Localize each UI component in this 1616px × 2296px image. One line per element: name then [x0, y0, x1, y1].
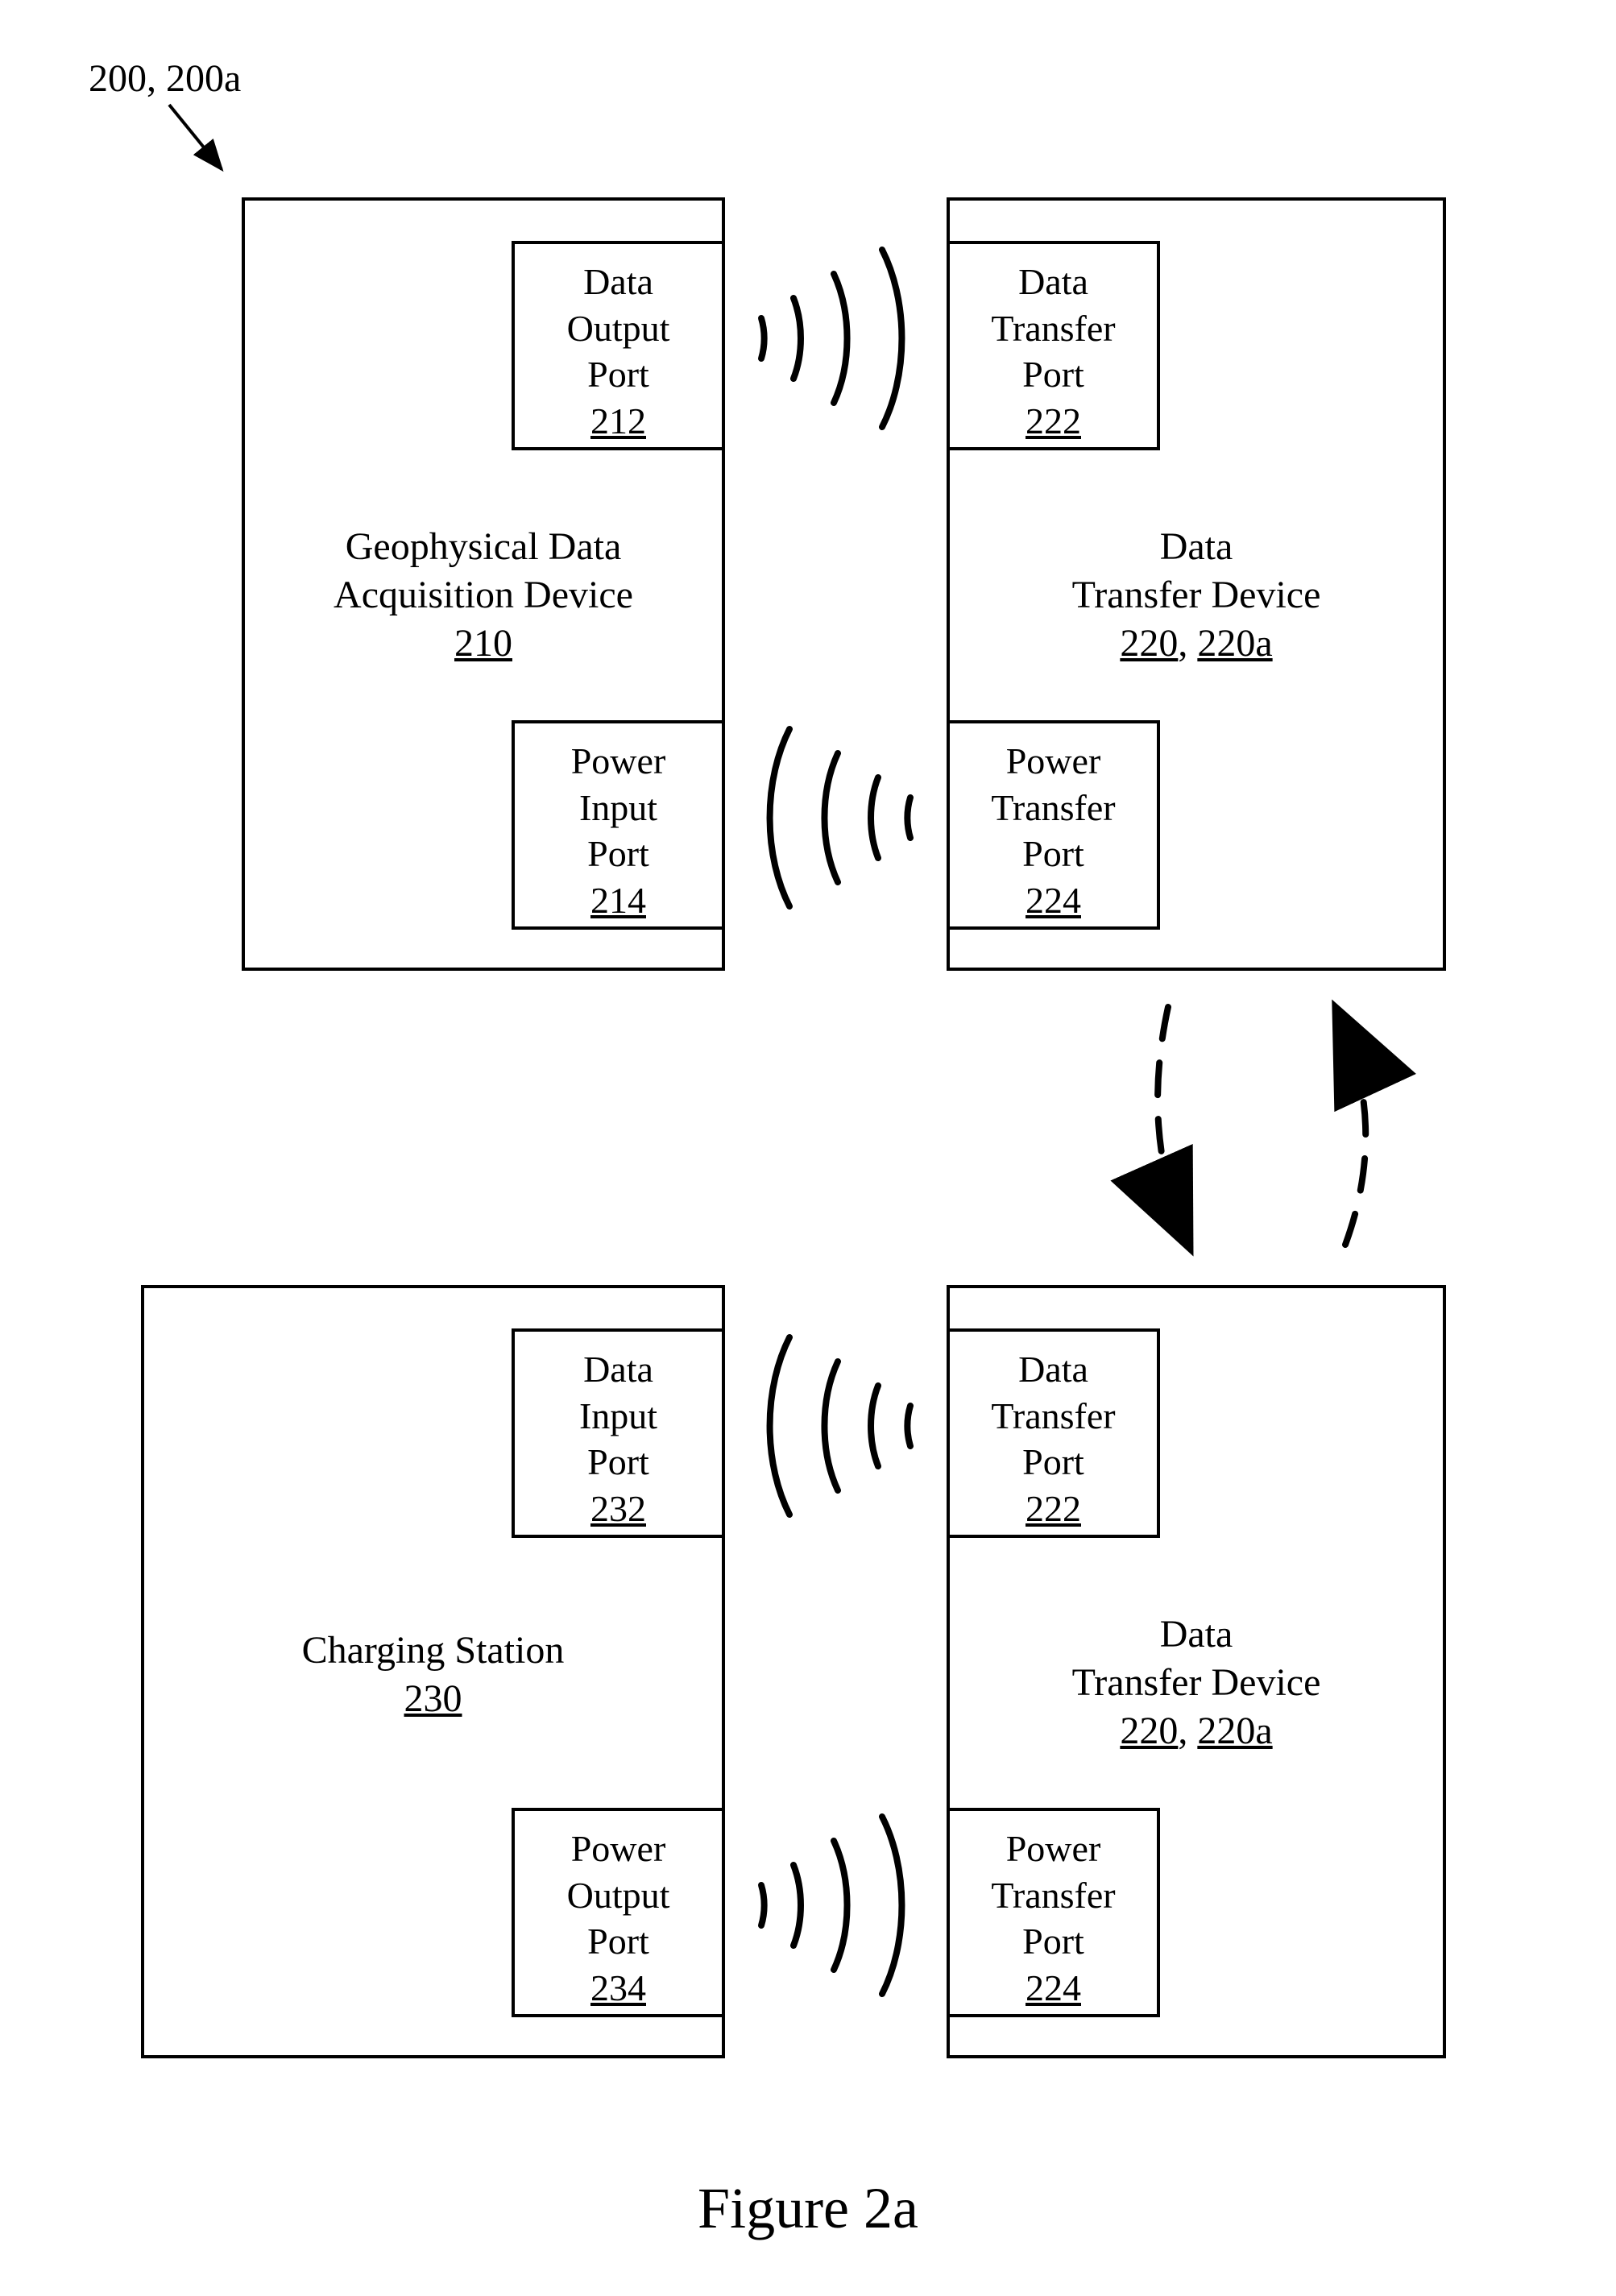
port-power-output-line1: Power — [571, 1828, 666, 1869]
port-power-transfer-top-line1: Power — [1006, 740, 1101, 781]
port-data-transfer-bottom: Data Transfer Port 222 — [947, 1328, 1160, 1538]
transfer-top-title-line1: Data — [1160, 525, 1233, 568]
figure-ref-text: 200, 200a — [89, 57, 241, 100]
port-data-output-line1: Data — [583, 261, 653, 302]
diagram-canvas: 200, 200a — [0, 0, 1616, 2296]
transfer-bottom-title-line1: Data — [1160, 1613, 1233, 1656]
port-power-transfer-bottom: Power Transfer Port 224 — [947, 1808, 1160, 2017]
transfer-top-title-line2: Transfer Device — [1072, 574, 1321, 616]
box-transfer-device-bottom: Data Transfer Device 220, 220a Data Tran… — [947, 1285, 1446, 2058]
port-data-output-line3: Port — [587, 354, 649, 395]
port-data-input-line3: Port — [587, 1441, 649, 1482]
port-data-input-line1: Data — [583, 1349, 653, 1390]
port-power-transfer-bottom-ref: 224 — [1026, 1967, 1081, 2008]
box-geo-device: Geophysical Data Acquisition Device 210 … — [242, 197, 725, 971]
port-data-transfer-bottom-line3: Port — [1022, 1441, 1084, 1482]
transfer-top-title: Data Transfer Device 220, 220a — [950, 523, 1443, 668]
port-power-output-ref: 234 — [590, 1967, 646, 2008]
port-data-transfer-top-line3: Port — [1022, 354, 1084, 395]
port-power-input-line2: Input — [579, 787, 657, 828]
port-power-transfer-bottom-line2: Transfer — [991, 1875, 1115, 1916]
transfer-bottom-title-line2: Transfer Device — [1072, 1661, 1321, 1704]
port-data-output: Data Output Port 212 — [512, 241, 725, 450]
port-data-transfer-top-ref: 222 — [1026, 400, 1081, 441]
box-charging-station: Charging Station 230 Data Input Port 232… — [141, 1285, 725, 2058]
port-power-output-line3: Port — [587, 1921, 649, 1962]
port-data-input-ref: 232 — [590, 1488, 646, 1529]
port-power-transfer-top-line2: Transfer — [991, 787, 1115, 828]
geo-device-ref: 210 — [454, 622, 512, 665]
port-data-output-ref: 212 — [590, 400, 646, 441]
port-power-transfer-top: Power Transfer Port 224 — [947, 720, 1160, 930]
charging-station-title: Charging Station 230 — [144, 1627, 722, 1723]
transfer-bottom-title: Data Transfer Device 220, 220a — [950, 1610, 1443, 1755]
figure-title: Figure 2a — [0, 2175, 1616, 2242]
port-data-transfer-top: Data Transfer Port 222 — [947, 241, 1160, 450]
port-data-output-line2: Output — [567, 308, 670, 349]
port-data-transfer-bottom-line1: Data — [1018, 1349, 1088, 1390]
port-data-transfer-top-line1: Data — [1018, 261, 1088, 302]
transfer-bottom-ref1: 220 — [1120, 1710, 1178, 1752]
charging-station-ref: 230 — [404, 1677, 462, 1720]
transfer-bottom-ref2: 220a — [1197, 1710, 1272, 1752]
geo-device-title: Geophysical Data Acquisition Device 210 — [245, 523, 722, 668]
port-power-transfer-top-line3: Port — [1022, 833, 1084, 874]
port-data-input: Data Input Port 232 — [512, 1328, 725, 1538]
port-power-output-line2: Output — [567, 1875, 670, 1916]
box-transfer-device-top: Data Transfer Device 220, 220a Data Tran… — [947, 197, 1446, 971]
port-data-transfer-bottom-line2: Transfer — [991, 1395, 1115, 1436]
port-power-transfer-bottom-line3: Port — [1022, 1921, 1084, 1962]
port-power-input-line1: Power — [571, 740, 666, 781]
port-power-input-line3: Port — [587, 833, 649, 874]
port-data-transfer-bottom-ref: 222 — [1026, 1488, 1081, 1529]
transfer-top-ref2: 220a — [1197, 622, 1272, 665]
port-power-transfer-top-ref: 224 — [1026, 880, 1081, 921]
figure-ref-label: 200, 200a — [89, 56, 241, 101]
charging-station-title-line1: Charging Station — [302, 1629, 565, 1672]
geo-device-title-line1: Geophysical Data — [346, 525, 622, 568]
port-power-input-ref: 214 — [590, 880, 646, 921]
port-power-transfer-bottom-line1: Power — [1006, 1828, 1101, 1869]
port-data-transfer-top-line2: Transfer — [991, 308, 1115, 349]
figure-title-text: Figure 2a — [698, 2176, 918, 2240]
geo-device-title-line2: Acquisition Device — [334, 574, 633, 616]
port-data-input-line2: Input — [579, 1395, 657, 1436]
transfer-top-ref1: 220 — [1120, 622, 1178, 665]
port-power-output: Power Output Port 234 — [512, 1808, 725, 2017]
port-power-input: Power Input Port 214 — [512, 720, 725, 930]
